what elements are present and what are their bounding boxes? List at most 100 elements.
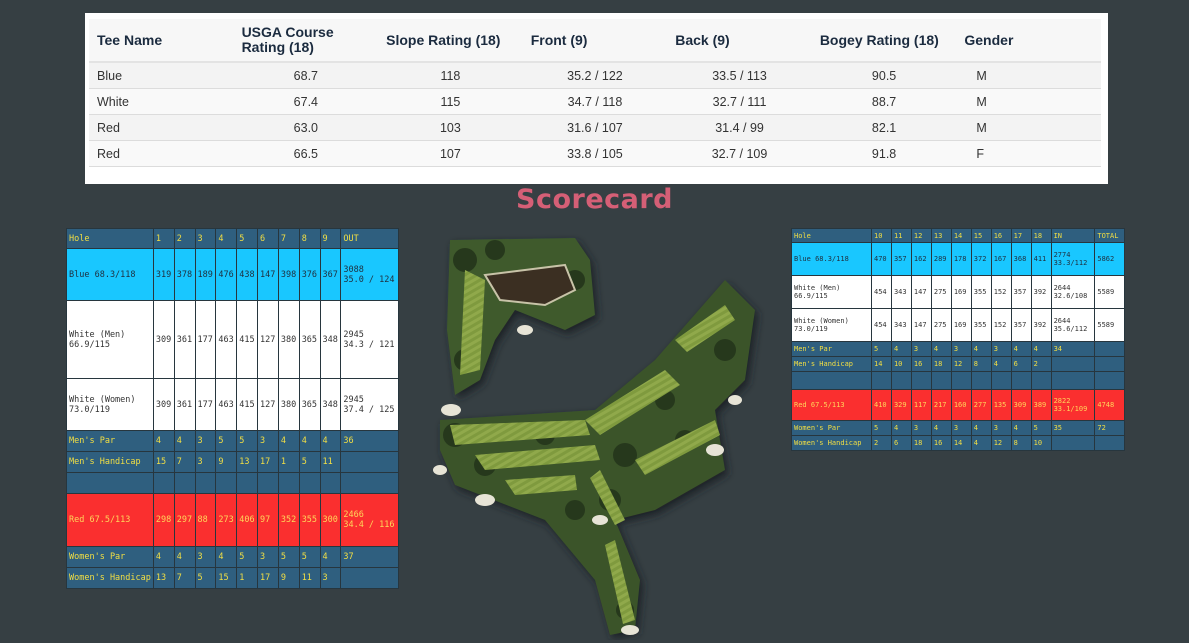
- yardage-cell: 169: [950, 308, 972, 342]
- out-total-cell: 37: [340, 546, 399, 568]
- yardage-cell: 438: [236, 248, 259, 301]
- yardage-cell: 3: [257, 430, 279, 452]
- in-total-cell: [1050, 356, 1096, 372]
- tee-label-line: 73.0/119: [794, 325, 828, 333]
- yardage-cell: 355: [298, 493, 321, 547]
- yardage-cell: 3: [194, 546, 217, 568]
- yardage-cell: 147: [257, 248, 279, 301]
- yardage-cell: 392: [1030, 308, 1052, 342]
- ratings-cell: 33.8 / 105: [522, 140, 668, 167]
- yardage-cell: 5: [236, 430, 259, 452]
- scorecard-row--empty: [66, 472, 399, 494]
- yardage-cell: 357: [890, 242, 912, 276]
- yardage-cell: 18: [910, 435, 932, 451]
- yardage-cell: 127: [257, 300, 279, 379]
- yardage-cell: 4: [173, 546, 196, 568]
- yardage-cell: 463: [215, 300, 238, 379]
- ratings-cell: 115: [378, 88, 523, 115]
- yardage-cell: 5: [298, 451, 321, 473]
- yardage-cell: 9: [277, 567, 300, 589]
- in-total-cell-line: 32.6/108: [1053, 292, 1088, 300]
- yardage-cell: 16: [930, 435, 952, 451]
- yardage-cell: 361: [173, 378, 196, 431]
- hole-header-cell: 10: [871, 228, 892, 243]
- hole-header-cell: 8: [298, 228, 321, 249]
- yardage-cell: 177: [194, 300, 217, 379]
- scorecard-row-mens-handicap: Men's Handicap 14 10 16 18 12 8 4 6 2: [791, 356, 1125, 372]
- out-total-cell-line: 2945: [343, 394, 364, 405]
- tee-label: Red 67.5/113: [791, 389, 872, 421]
- yardage-cell: 4: [890, 341, 912, 357]
- yardage-cell: 4: [152, 430, 175, 452]
- yardage-cell: 361: [173, 300, 196, 379]
- in-total-cell-line: 33.3/112: [1053, 259, 1088, 267]
- tee-label-line: White (Men): [69, 329, 126, 340]
- ratings-cell: 88.7: [811, 88, 957, 115]
- total-cell: 4748: [1094, 389, 1125, 421]
- scorecard-row-womens-par: Women's Par 5 4 3 4 3 4 3 4 5 35 72: [791, 420, 1125, 436]
- out-total-cell-line: 37.4 / 125: [343, 404, 395, 415]
- yardage-cell: 177: [194, 378, 217, 431]
- yardage-cell: 12: [950, 356, 972, 372]
- yardage-cell: 5: [236, 546, 259, 568]
- yardage-cell: 17: [257, 567, 279, 589]
- yardage-cell: 8: [970, 356, 992, 372]
- yardage-cell: 16: [910, 356, 932, 372]
- yardage-cell: 13: [152, 567, 175, 589]
- ratings-row: White 67.4 115 34.7 / 118 32.7 / 111 88.7 M: [89, 88, 1101, 115]
- empty-cell: [66, 472, 154, 494]
- yardage-cell: 97: [257, 493, 279, 547]
- yardage-cell: 454: [871, 308, 892, 342]
- yardage-cell: 3: [950, 420, 972, 436]
- ratings-cell: White: [89, 88, 234, 115]
- hole-header-cell: 16: [990, 228, 1012, 243]
- yardage-cell: 4: [970, 341, 992, 357]
- yardage-cell: 4: [319, 430, 342, 452]
- ratings-cell: 118: [378, 62, 523, 89]
- yardage-cell: 297: [173, 493, 196, 547]
- yardage-cell: 289: [930, 242, 952, 276]
- hole-header-cell: 2: [173, 228, 196, 249]
- yardage-cell: 178: [950, 242, 972, 276]
- empty-cell: [890, 371, 912, 390]
- yardage-cell: 6: [890, 435, 912, 451]
- yardage-cell: 2: [871, 435, 892, 451]
- ratings-cell: 82.1: [811, 114, 957, 141]
- yardage-cell: 147: [910, 275, 932, 309]
- ratings-cell: 103: [378, 114, 523, 141]
- hole-header-cell: 6: [257, 228, 279, 249]
- ratings-cell: 34.7 / 118: [522, 88, 668, 115]
- yardage-cell: 3: [910, 420, 932, 436]
- out-total-cell: 3088 35.0 / 124: [340, 248, 399, 301]
- in-total-cell-line: 35.6/112: [1053, 325, 1088, 333]
- ratings-cell: Blue: [89, 62, 234, 89]
- yardage-cell: 357: [1010, 308, 1032, 342]
- yardage-cell: 135: [990, 389, 1012, 421]
- hole-header-cell: 14: [950, 228, 972, 243]
- yardage-cell: 273: [215, 493, 238, 547]
- yardage-cell: 365: [298, 378, 321, 431]
- yardage-cell: 392: [1030, 275, 1052, 309]
- tee-label: Women's Par: [66, 546, 154, 568]
- ratings-table: Tee Name USGA Course Rating (18) Slope R…: [89, 19, 1101, 167]
- scorecard-row-mens-par: Men's Par 4 4 3 5 5 3 4 4 4 36: [66, 430, 399, 452]
- yardage-cell: 309: [152, 300, 175, 379]
- scorecard-title: Scorecard: [516, 184, 673, 215]
- golf-course-map-image: [433, 238, 758, 639]
- yardage-cell: 169: [950, 275, 972, 309]
- yardage-cell: 343: [890, 275, 912, 309]
- yardage-cell: 4: [890, 420, 912, 436]
- yardage-cell: 300: [319, 493, 342, 547]
- yardage-cell: 3: [319, 567, 342, 589]
- yardage-cell: 4: [930, 341, 952, 357]
- ratings-cell: M: [956, 88, 1101, 115]
- tee-label-line: White (Men): [794, 284, 841, 292]
- yardage-cell: 348: [319, 378, 342, 431]
- tee-label: Men's Par: [791, 341, 872, 357]
- total-cell: 5589: [1094, 308, 1125, 342]
- total-cell: [1094, 341, 1125, 357]
- yardage-cell: 476: [215, 248, 238, 301]
- yardage-cell: 127: [257, 378, 279, 431]
- ratings-cell: 32.7 / 109: [667, 140, 812, 167]
- hole-header-cell: 3: [194, 228, 217, 249]
